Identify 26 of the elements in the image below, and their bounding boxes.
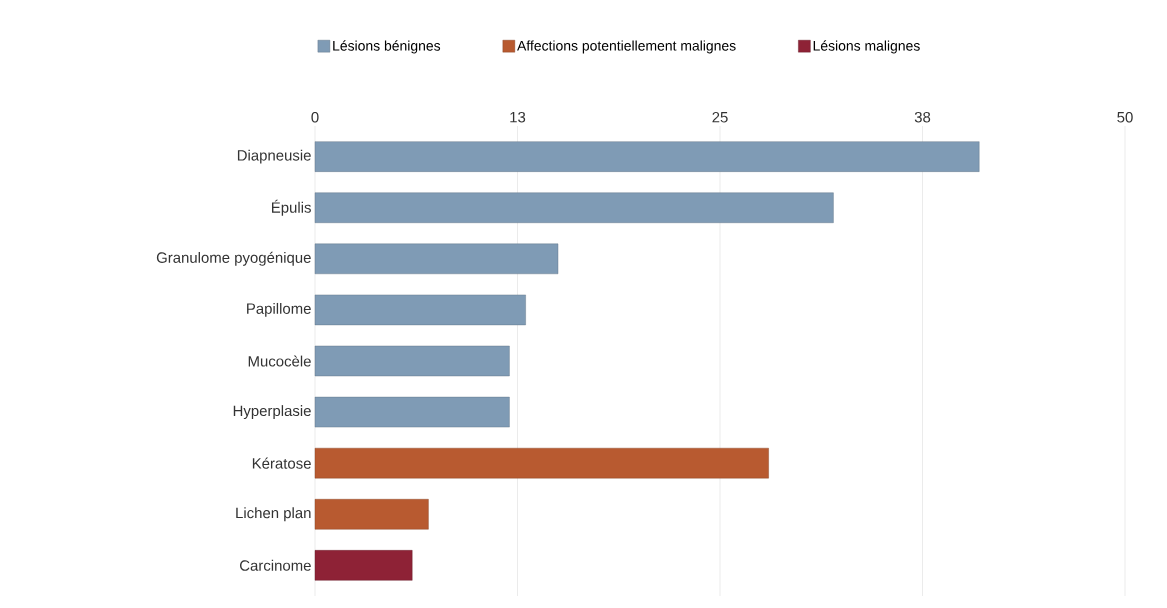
x-tick-label: 0	[311, 111, 319, 123]
y-tick-label: Kératose	[252, 457, 311, 469]
bar	[314, 550, 413, 581]
bar	[314, 192, 834, 223]
y-tick-label: Lichen plan	[236, 507, 311, 522]
bar	[314, 243, 559, 275]
y-tick-label: Mucocèle	[248, 355, 311, 367]
bar	[314, 396, 510, 428]
y-tick-label: Granulome pyogénique	[156, 251, 311, 266]
y-tick-label: Papillome	[247, 302, 311, 317]
y-tick-label: Hyperplasie	[233, 405, 311, 420]
y-tick-label: Diapneusie	[237, 149, 311, 164]
x-tick-label: 13	[510, 111, 526, 123]
legend-label: Affections potentiellement malignes	[517, 40, 736, 54]
legend-label: Lésions bénignes	[333, 40, 441, 54]
bar	[314, 447, 769, 479]
legend-label: Lésions malignes	[813, 40, 920, 54]
bar	[314, 499, 429, 530]
x-tick-label: 25	[712, 111, 728, 123]
x-tick-label: 50	[1117, 111, 1133, 123]
y-tick-label: Carcinome	[240, 559, 311, 571]
y-tick-label: Épulis	[272, 199, 311, 216]
x-tick-label: 38	[914, 111, 931, 123]
bar	[314, 294, 526, 326]
bar	[314, 141, 980, 172]
bar	[314, 345, 510, 377]
